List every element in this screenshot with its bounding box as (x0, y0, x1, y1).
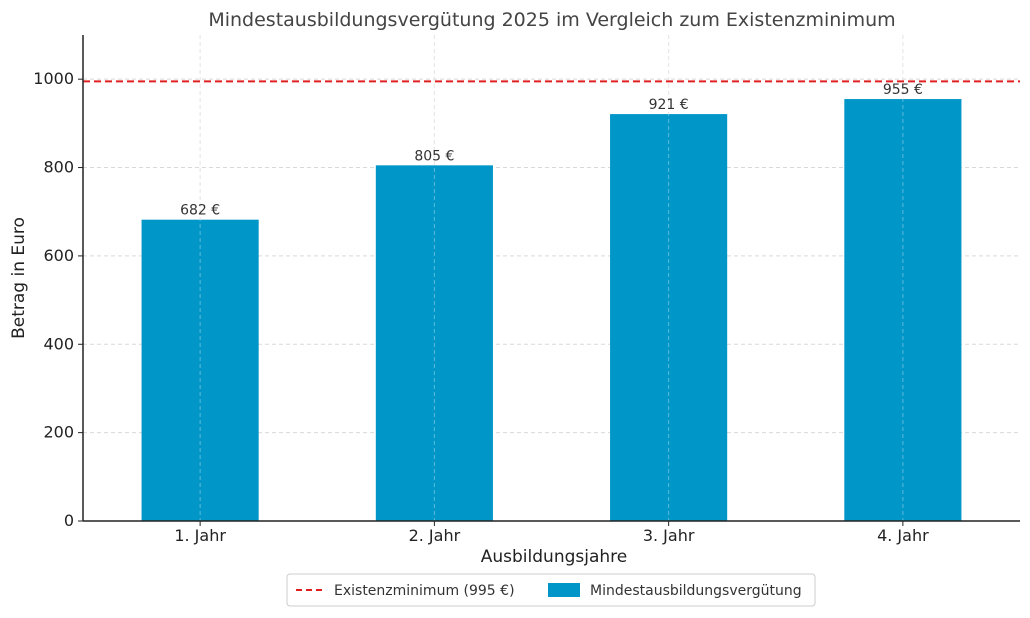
y-tick-label: 1000 (33, 69, 74, 88)
y-tick-label: 800 (43, 158, 74, 177)
bar-value-label: 921 € (649, 97, 689, 113)
y-tick-label: 600 (43, 246, 74, 265)
x-tick-label: 2. Jahr (409, 526, 461, 545)
bar (844, 99, 962, 522)
chart-title: Mindestausbildungsvergütung 2025 im Verg… (208, 9, 895, 31)
legend-bar-swatch (548, 583, 580, 597)
y-tick-label: 400 (43, 334, 74, 353)
bar-value-label: 682 € (180, 203, 220, 219)
bar (375, 165, 493, 521)
x-tick-label: 3. Jahr (643, 526, 695, 545)
bar-value-label: 955 € (883, 82, 923, 98)
x-tick-label: 4. Jahr (877, 526, 929, 545)
legend-reference-label: Existenzminimum (995 €) (334, 583, 515, 599)
bar (610, 114, 728, 522)
bar-value-label: 805 € (414, 148, 454, 164)
x-axis-label: Ausbildungsjahre (481, 547, 627, 567)
legend-bar-label: Mindestausbildungsvergütung (590, 583, 802, 599)
tick-labels: 0 200 400 600 800 1000 1. Jahr 2. Jahr 3. Jahr 4.… (33, 69, 929, 545)
data-labels: 682 € 805 € 921 € 955 € (180, 82, 923, 219)
legend: Existenzminimum (995 €) Mindestausbildun… (286, 573, 816, 607)
y-tick-label: 200 (43, 423, 74, 442)
x-tick-label: 1. Jahr (174, 526, 226, 545)
y-axis-label: Betrag in Euro (9, 217, 29, 339)
bar (141, 219, 259, 521)
y-tick-label: 0 (64, 511, 74, 530)
axes (82, 35, 1020, 522)
bars (141, 35, 962, 522)
